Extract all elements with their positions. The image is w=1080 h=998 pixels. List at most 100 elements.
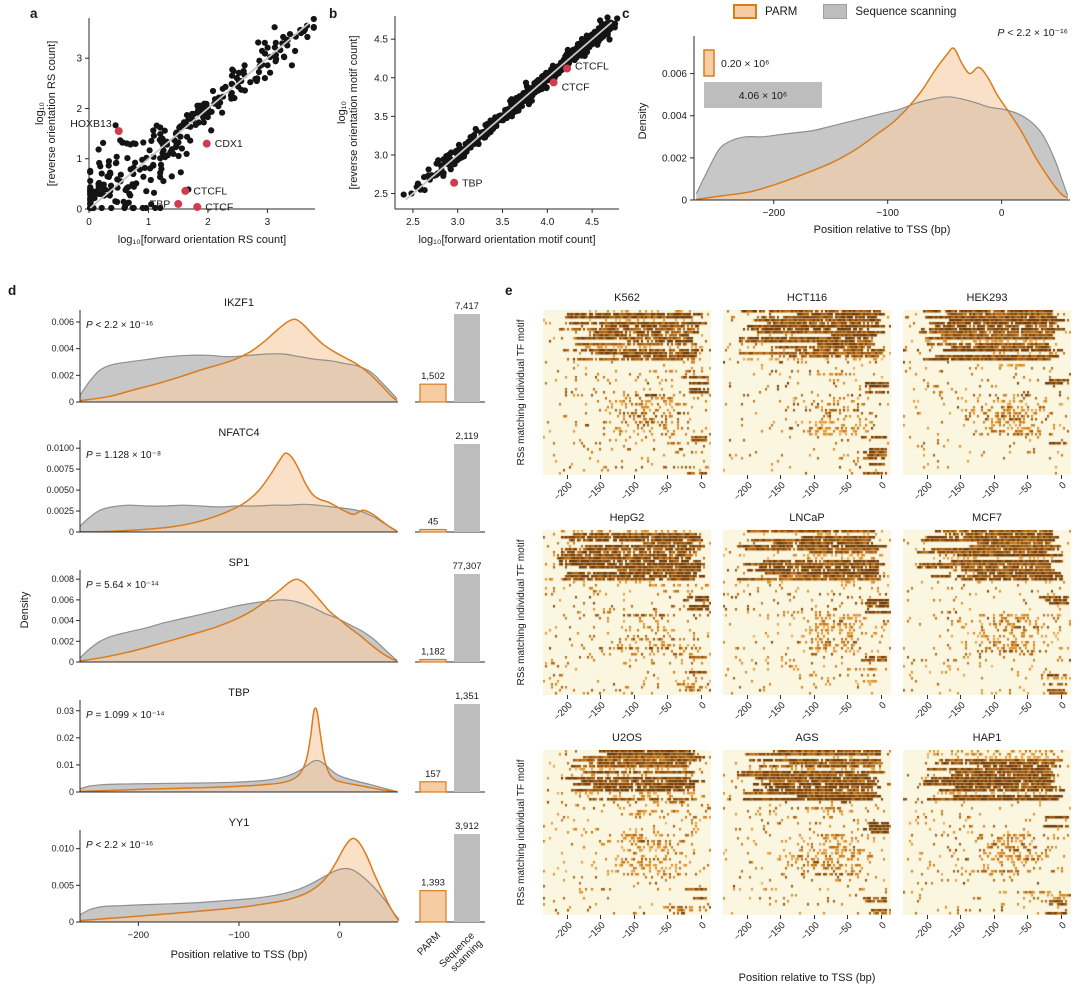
heatmap-x-tick xyxy=(993,695,995,699)
y-axis-label: [reverse orientation motif count] xyxy=(348,35,360,189)
point-label: CTCF xyxy=(562,81,590,93)
data-point xyxy=(160,178,167,185)
heatmap-x-tick-label: −50 xyxy=(655,480,676,500)
data-point xyxy=(425,166,432,173)
panel-label-d: d xyxy=(8,283,17,298)
heatmap-title: LNCaP xyxy=(789,512,825,524)
x-tick-label: 3.0 xyxy=(451,217,465,228)
density-line-scan xyxy=(79,867,400,920)
heatmap-x-tick-label: −100 xyxy=(978,920,1002,943)
heatmap-x-tick-label: −200 xyxy=(551,480,575,503)
heatmap-x-tick xyxy=(847,915,849,919)
data-point xyxy=(255,39,262,46)
data-point xyxy=(272,39,279,46)
data-point xyxy=(150,132,157,139)
p-value-label: P = 5.64 × 10⁻¹⁴ xyxy=(86,580,159,591)
heatmap-x-tick xyxy=(993,475,995,479)
y-tick-label: 0.02 xyxy=(56,733,74,743)
y-tick-label: 0.008 xyxy=(51,574,74,584)
inset-bar-scan xyxy=(704,82,822,108)
data-point xyxy=(502,109,509,116)
data-point xyxy=(483,122,490,129)
density-line-parm xyxy=(696,47,1069,201)
inset-bar-parm-value: 0.20 × 10⁶ xyxy=(721,58,769,70)
cell-line-heatmap-grid: RSs matching individual TF motif K562 −200… xyxy=(505,282,1080,998)
heatmap-x-tick xyxy=(746,475,748,479)
panel-label-e: e xyxy=(505,283,513,298)
heatmap-x-tick xyxy=(960,915,962,919)
x-tick-label: −100 xyxy=(228,930,249,941)
density-area-parm xyxy=(80,838,399,922)
data-point xyxy=(281,54,288,61)
heatmap-x-tick-label: −150 xyxy=(764,920,788,943)
highlight-point xyxy=(114,127,123,136)
data-point xyxy=(104,173,111,180)
bar-scan-value: 1,351 xyxy=(455,691,479,702)
y-tick-label: 0.0100 xyxy=(46,443,74,453)
bar-scan xyxy=(454,834,480,922)
heatmap-x-tick-label: −50 xyxy=(835,920,856,940)
data-point xyxy=(87,190,94,197)
data-point xyxy=(157,169,164,176)
heatmap-x-tick-label: 0 xyxy=(697,920,709,932)
data-point xyxy=(183,150,190,157)
data-point xyxy=(462,140,469,148)
heatmap-x-tick-label: −50 xyxy=(835,700,856,720)
heatmap-x-tick xyxy=(780,915,782,919)
y-axis-label: Density xyxy=(637,102,649,139)
heatmap-x-tick-label: −100 xyxy=(978,480,1002,503)
data-point xyxy=(523,83,530,90)
x-tick-label: 0 xyxy=(86,217,92,228)
heatmap-x-tick-label: −200 xyxy=(551,920,575,943)
density-area-parm xyxy=(696,48,1068,200)
heatmap-x-tick-label: −50 xyxy=(1015,920,1036,940)
heatmap-title: MCF7 xyxy=(972,512,1002,524)
panel-label-c: c xyxy=(622,6,630,21)
heatmap-x-tick xyxy=(926,475,928,479)
data-point xyxy=(271,44,278,51)
highlight-point xyxy=(181,186,190,195)
y-tick-label: 0.006 xyxy=(51,595,74,605)
data-point xyxy=(87,169,94,176)
data-point xyxy=(124,155,131,162)
highlight-point xyxy=(174,199,183,208)
data-point xyxy=(127,166,134,173)
data-point xyxy=(292,47,299,55)
data-point xyxy=(98,170,105,177)
heatmap-x-tick xyxy=(926,695,928,699)
heatmap-x-tick xyxy=(700,475,702,479)
data-point xyxy=(117,171,124,178)
heatmap-MCF7 xyxy=(903,530,1071,695)
y-tick-label: 0 xyxy=(69,657,74,667)
data-point xyxy=(228,80,235,87)
bar-scan-value: 3,912 xyxy=(455,821,479,832)
heatmap-title: HAP1 xyxy=(972,732,1002,744)
scatter-rs-count-chart: 0 1 2 3 0 1 2 3 HOXB13 CDX1 CTCFL TBP CTCF log₁₀[forw… xyxy=(34,15,317,246)
data-point xyxy=(140,139,147,146)
heatmap-x-tick xyxy=(667,475,669,479)
heatmap-x-tick xyxy=(1027,475,1029,479)
heatmap-U2OS xyxy=(543,750,711,915)
heatmap-x-tick-label: −150 xyxy=(944,920,968,943)
data-point xyxy=(261,50,269,57)
diagonal-line xyxy=(405,21,613,201)
y-tick-label: 3.5 xyxy=(374,112,388,123)
x-tick-label: 2 xyxy=(205,217,211,228)
data-point xyxy=(414,180,421,187)
data-point xyxy=(152,204,159,212)
heatmap-x-tick xyxy=(566,915,568,919)
heatmap-x-tick xyxy=(993,915,995,919)
data-point xyxy=(241,62,248,69)
density-line-parm xyxy=(79,318,398,402)
subplot-title: TBP xyxy=(228,687,249,699)
bar-parm-value: 1,393 xyxy=(421,878,445,889)
x-axis-label: Position relative to TSS (bp) xyxy=(814,224,951,236)
heatmap-x-tick xyxy=(960,475,962,479)
data-point xyxy=(241,87,248,94)
heatmap-x-tick-label: −200 xyxy=(731,480,755,503)
x-tick-label: −200 xyxy=(762,208,785,219)
heatmap-x-tick-label: 0 xyxy=(877,480,889,492)
density-line-scan xyxy=(79,599,398,661)
y-tick-label: 0 xyxy=(76,205,82,216)
